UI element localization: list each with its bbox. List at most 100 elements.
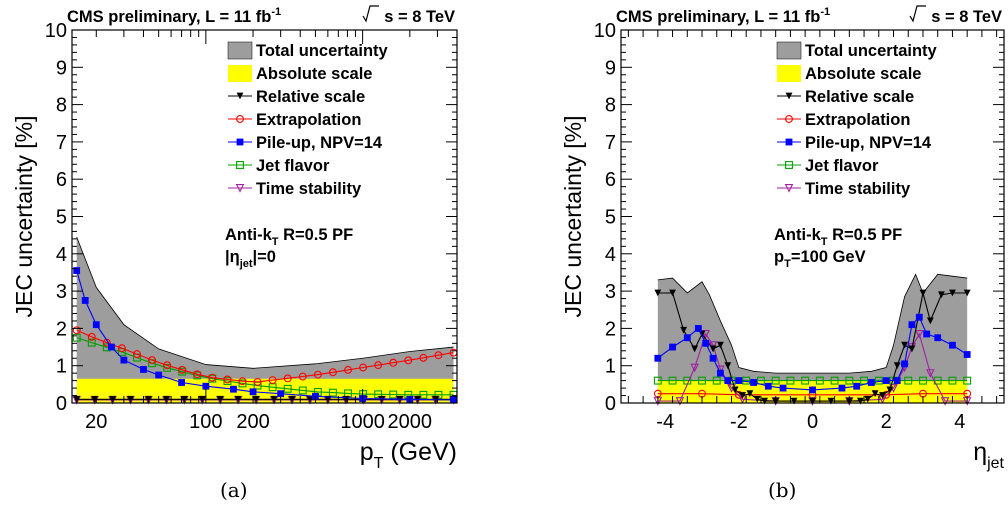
header-right: s = 8 TeV [362,5,455,26]
point-pile-up-npv-14 [654,354,662,362]
legend-label: Jet flavor [805,157,879,175]
point-extrapolation [238,377,247,386]
point-extrapolation [253,377,262,386]
legend-swatch [228,65,252,82]
y-tick-label: 1 [56,356,67,378]
point-relative-scale [871,390,879,398]
point-relative-scale [669,289,676,297]
point-time-stability [926,369,935,378]
point-jet-flavor [712,376,721,385]
y-tick-label: 8 [605,95,616,117]
point-relative-scale [963,289,971,297]
point-relative-scale [901,341,908,349]
point-jet-flavor [904,376,913,385]
series-total-uncertainty-band [657,274,968,403]
x-tick-label: -4 [656,411,674,433]
point-relative-scale [252,395,260,403]
point-pile-up-npv-14 [809,386,816,394]
y-tick-label: 6 [605,169,616,191]
x-tick-label: 100 [189,411,222,433]
point-relative-scale [809,397,816,405]
point-relative-scale [739,392,746,399]
sqrt-symbol [909,5,926,23]
y-tick-label: 0 [605,393,616,415]
annotation-line: Anti-kT R=0.5 PF [774,226,902,248]
point-pile-up-npv-14 [934,334,942,342]
point-pile-up-npv-14 [108,343,115,351]
legend-entry-relative-scale: Relative scale [777,88,914,106]
x-axis: -4 -2 0 2 4 [627,30,998,433]
legend-entry-pile-up-npv-14: Pile-up, NPV=14 [228,134,383,152]
header-left: CMS preliminary, L = 11 fb-1 [616,6,830,26]
point-pile-up-npv-14 [901,360,908,368]
point-jet-flavor [72,333,81,342]
point-extrapolation [178,365,187,374]
point-relative-scale [691,345,699,353]
point-jet-flavor [771,376,780,385]
point-jet-flavor [668,376,677,385]
point-pile-up-npv-14 [779,384,787,392]
point-relative-scale [937,291,945,299]
point-extrapolation [268,376,277,385]
point-pile-up-npv-14 [868,379,875,386]
point-jet-flavor [815,376,824,385]
y-tick-label: 9 [56,57,67,79]
point-extrapolation [283,374,292,383]
point-relative-scale [180,395,188,403]
point-pile-up-npv-14 [735,377,743,385]
legend-label: Time stability [805,180,911,198]
x-tick-label: -2 [730,411,748,433]
point-relative-scale [879,392,886,399]
point-pile-up-npv-14 [694,325,702,332]
point-relative-scale [127,395,134,403]
legend-swatch [777,65,801,82]
annotation-line: pT=100 GeV [774,248,866,270]
legend-entry-extrapolation: Extrapolation [228,111,361,129]
point-jet-flavor [298,386,307,395]
header-right: s = 8 TeV [909,5,1002,26]
y-tick-label: 4 [56,244,67,266]
y-tick-label: 8 [56,95,67,117]
point-jet-flavor [163,363,172,372]
point-time-stability [708,341,718,350]
point-jet-flavor [801,376,810,385]
caption-b: (b) [768,478,797,502]
legend-label: Time stability [256,180,362,198]
point-pile-up-npv-14 [202,382,210,390]
point-pile-up-npv-14 [140,366,147,373]
point-jet-flavor [963,376,972,385]
point-relative-scale [198,395,206,403]
point-relative-scale [270,395,278,403]
legend-entry-extrapolation: Extrapolation [777,111,910,129]
legend-label: Total uncertainty [256,42,389,60]
point-relative-scale [864,395,872,403]
y-axis-label: JEC uncertainty [%] [11,116,37,318]
series-total-uncertainty-edge [76,236,454,369]
point-extrapolation [133,350,141,359]
point-relative-scale [306,395,314,403]
y-tick-label: 10 [45,20,67,42]
legend-entry-jet-flavor: Jet flavor [228,157,330,175]
point-jet-flavor [698,376,706,385]
legend-marker [785,92,793,100]
point-relative-scale [654,289,662,297]
point-extrapolation [344,365,352,374]
y-tick-label: 10 [594,20,616,42]
point-extrapolation [419,353,428,362]
annotation: Anti-kT R=0.5 PF|ηjet|=0 [225,226,353,270]
point-relative-scale [926,317,934,325]
point-pile-up-npv-14 [178,379,185,386]
point-extrapolation [117,344,126,353]
legend: Total uncertainty Absolute scale Relative … [227,41,389,198]
point-pile-up-npv-14 [81,297,89,304]
point-extrapolation [87,332,96,341]
annotation-line: |ηjet|=0 [225,248,276,270]
point-pile-up-npv-14 [669,343,676,351]
legend-entry-total-uncertainty: Total uncertainty [227,41,389,60]
point-relative-scale [717,341,724,349]
point-pile-up-npv-14 [683,334,691,342]
point-jet-flavor [389,390,398,399]
point-jet-flavor [283,384,292,393]
legend-marker [785,138,793,146]
